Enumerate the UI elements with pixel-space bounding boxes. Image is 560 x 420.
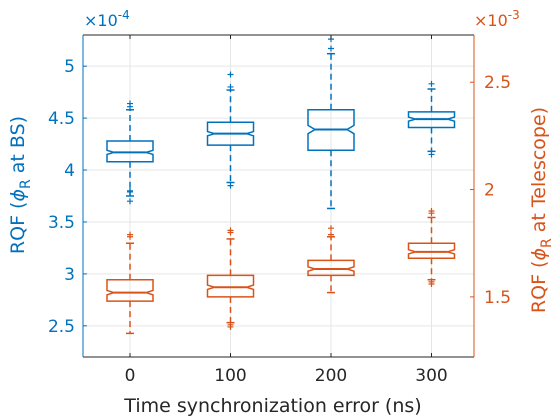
outlier-marker: [428, 208, 435, 215]
box-body: [407, 111, 456, 129]
right-tick-label: 2.5: [484, 73, 511, 93]
left-tick-label: 4: [64, 161, 75, 181]
left-tick-label: 2.5: [48, 317, 75, 337]
outlier-marker: [227, 321, 234, 328]
outlier-marker: [127, 187, 133, 194]
outlier-marker: [227, 71, 234, 78]
x-tick-label: 200: [315, 366, 347, 386]
right-box-200: [307, 225, 355, 294]
outlier-marker: [227, 227, 234, 234]
box-body: [407, 242, 456, 260]
right-y-ticks: 1.5 2 2.5: [470, 73, 511, 308]
right-exponent-label: ×10-3: [474, 8, 520, 30]
box-body: [206, 121, 255, 146]
outlier-marker: [328, 45, 334, 52]
x-axis-label: Time synchronization error (ns): [123, 395, 421, 417]
left-exponent-label: ×10-4: [84, 8, 130, 30]
box-series: [106, 36, 456, 335]
box-body: [307, 109, 355, 152]
x-ticks: 0 100 200 300: [125, 35, 448, 386]
right-box-0: [106, 231, 154, 335]
outlier-marker: [127, 198, 133, 205]
left-axis-label: RQF (ϕR at BS): [7, 116, 34, 254]
left-box-300: [407, 80, 456, 158]
box-body: [106, 278, 154, 302]
outlier-marker: [428, 151, 435, 158]
left-tick-label: 4.5: [48, 109, 75, 129]
axes-frame: [82, 34, 475, 358]
left-box-0: [106, 100, 154, 205]
x-tick-label: 300: [415, 366, 447, 386]
outlier-marker: [227, 182, 234, 189]
outlier-marker: [428, 278, 435, 285]
right-tick-label: 2: [484, 181, 495, 201]
right-box-100: [206, 227, 255, 330]
outlier-marker: [328, 225, 334, 232]
left-tick-label: 3: [64, 265, 75, 285]
outlier-marker: [127, 231, 133, 238]
outlier-marker: [227, 83, 234, 90]
outlier-marker: [127, 100, 133, 107]
box-body: [206, 274, 255, 298]
left-tick-label: 5: [64, 57, 75, 77]
left-y-ticks: 2.5 3 3.5 4 4.5 5: [48, 57, 87, 337]
left-box-200: [307, 36, 355, 210]
x-tick-label: 0: [125, 366, 136, 386]
right-box-300: [407, 208, 456, 288]
x-tick-label: 100: [214, 366, 246, 386]
outlier-marker: [428, 80, 435, 87]
outlier-marker: [328, 231, 334, 238]
right-tick-label: 1.5: [484, 288, 511, 308]
grid-lines: [83, 35, 474, 357]
right-axis-label: RQF (ϕR at Telescope): [528, 107, 555, 313]
box-body: [106, 140, 154, 163]
left-box-100: [206, 71, 255, 189]
box-body: [307, 259, 355, 277]
left-tick-label: 3.5: [48, 213, 75, 233]
